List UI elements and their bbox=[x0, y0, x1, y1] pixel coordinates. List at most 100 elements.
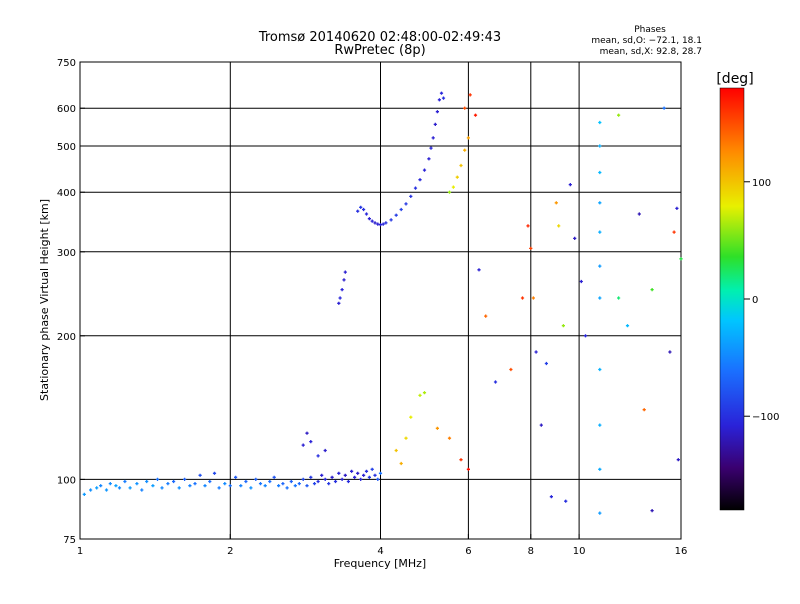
echo-point bbox=[394, 448, 398, 453]
echo-point bbox=[531, 296, 535, 300]
echo-point bbox=[140, 488, 144, 492]
echo-point bbox=[544, 361, 548, 366]
echo-point bbox=[208, 479, 212, 484]
echo-point bbox=[367, 475, 371, 479]
echo-point bbox=[359, 477, 363, 481]
echo-point bbox=[128, 486, 132, 490]
phases-x-mode: mean, sd,X: 92.8, 28.7 bbox=[600, 47, 702, 57]
y-tick-label: 400 bbox=[57, 188, 76, 199]
echo-point bbox=[668, 350, 672, 354]
echo-point bbox=[468, 93, 472, 97]
colorbar-ticks: 100 0 −100 bbox=[744, 178, 779, 423]
x-tick-label: 1 bbox=[77, 546, 83, 557]
echo-point bbox=[378, 223, 383, 227]
echo-point bbox=[177, 486, 181, 490]
echo-point bbox=[455, 175, 459, 179]
echo-point bbox=[650, 509, 654, 513]
echo-point bbox=[598, 423, 602, 427]
echo-point bbox=[625, 324, 630, 328]
echo-point bbox=[301, 443, 305, 447]
echo-point bbox=[642, 408, 646, 412]
echo-point bbox=[381, 222, 385, 226]
echo-point bbox=[549, 495, 553, 499]
echo-point bbox=[249, 486, 253, 490]
x-tick-label: 8 bbox=[528, 546, 534, 557]
echo-point bbox=[404, 436, 408, 440]
echo-point bbox=[466, 467, 470, 471]
echo-point bbox=[637, 212, 641, 216]
echo-point bbox=[343, 473, 347, 477]
echo-point bbox=[356, 471, 360, 475]
y-tick-label: 300 bbox=[57, 248, 76, 259]
echo-point bbox=[399, 207, 403, 212]
colorbar-label: [deg] bbox=[716, 71, 753, 87]
echo-point bbox=[598, 144, 602, 148]
echo-point bbox=[409, 194, 413, 198]
echo-point bbox=[554, 201, 558, 205]
colorbar-gradient bbox=[719, 87, 745, 511]
echo-point bbox=[583, 334, 588, 338]
echo-point bbox=[394, 213, 398, 217]
echo-point bbox=[193, 482, 197, 486]
echo-point bbox=[433, 122, 437, 126]
echo-point bbox=[370, 219, 374, 223]
echo-point bbox=[662, 106, 666, 110]
echo-point bbox=[409, 415, 413, 419]
echo-point bbox=[82, 492, 86, 496]
y-tick-label: 200 bbox=[57, 332, 76, 343]
echo-point bbox=[309, 475, 313, 479]
echo-point bbox=[617, 296, 621, 300]
grid-lines bbox=[80, 62, 681, 539]
echo-point bbox=[384, 221, 388, 225]
x-tick-label: 4 bbox=[377, 546, 383, 557]
echo-point bbox=[305, 431, 309, 435]
y-axis-label: Stationary phase Virtual Height [km] bbox=[38, 199, 51, 401]
echo-point bbox=[362, 207, 366, 212]
echo-point bbox=[99, 484, 103, 488]
echo-point bbox=[327, 482, 331, 486]
echo-point bbox=[166, 482, 170, 486]
x-axis-label: Frequency [MHz] bbox=[334, 557, 426, 570]
echo-point bbox=[568, 183, 572, 187]
echo-point bbox=[598, 201, 602, 205]
echo-point bbox=[234, 475, 238, 479]
echo-point bbox=[509, 367, 513, 372]
echo-point bbox=[145, 479, 149, 484]
x-axis-ticks: 1 2 4 6 8 10 16 bbox=[77, 534, 688, 557]
echo-point bbox=[422, 391, 427, 395]
echo-point bbox=[404, 202, 408, 206]
echo-point bbox=[579, 279, 583, 284]
echo-point bbox=[359, 205, 363, 209]
echo-point bbox=[338, 296, 342, 300]
echo-point bbox=[573, 236, 577, 240]
echo-point bbox=[95, 486, 99, 490]
chart-subtitle: RwPretec (8p) bbox=[334, 43, 425, 58]
echo-point bbox=[679, 257, 683, 261]
echo-point bbox=[427, 157, 431, 161]
echo-point bbox=[244, 479, 248, 484]
echo-point bbox=[268, 479, 272, 484]
echo-point bbox=[429, 146, 433, 150]
echo-point bbox=[117, 486, 122, 490]
echo-points bbox=[82, 91, 683, 515]
echo-point bbox=[228, 484, 232, 488]
echo-point bbox=[198, 473, 202, 477]
echo-point bbox=[323, 477, 327, 481]
echo-point bbox=[293, 484, 297, 488]
echo-point bbox=[447, 436, 452, 440]
echo-point bbox=[104, 488, 109, 492]
x-tick-label: 16 bbox=[675, 546, 688, 557]
echo-point bbox=[346, 479, 350, 484]
echo-point bbox=[263, 484, 267, 488]
echo-point bbox=[316, 479, 320, 484]
echo-point bbox=[188, 484, 192, 488]
echo-point bbox=[342, 278, 346, 282]
y-tick-label: 100 bbox=[57, 475, 76, 486]
echo-point bbox=[281, 482, 285, 486]
echo-point bbox=[557, 224, 561, 228]
echo-point bbox=[312, 482, 317, 486]
echo-point bbox=[564, 499, 568, 503]
echo-point bbox=[297, 482, 301, 486]
phase-colorbar: [deg] 100 0 −100 bbox=[716, 71, 779, 511]
echo-point bbox=[301, 477, 305, 481]
